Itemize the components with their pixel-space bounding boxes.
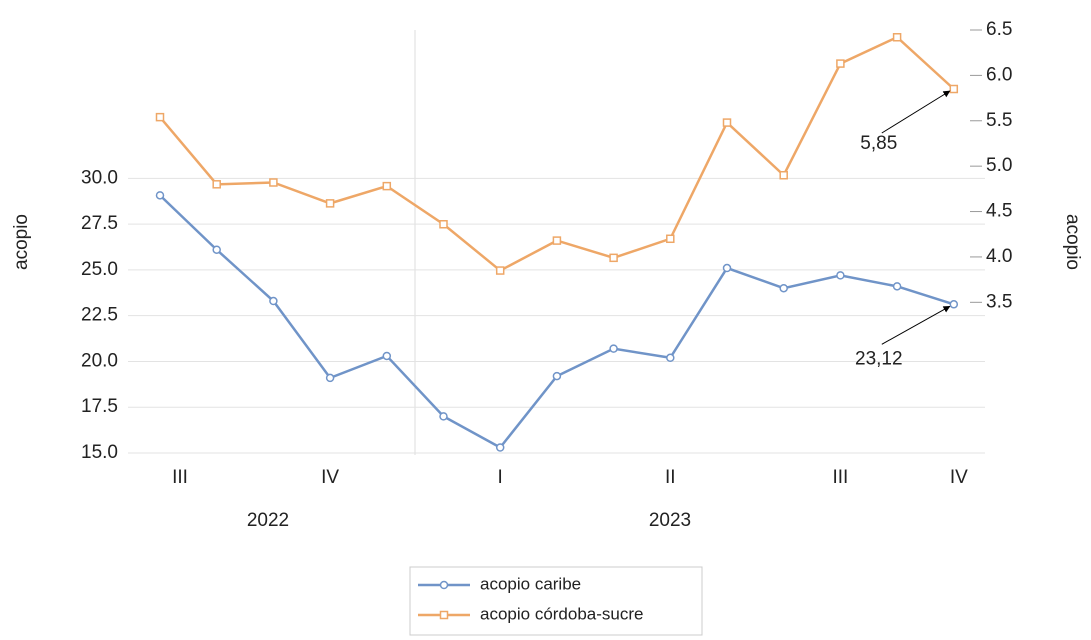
y2-axis-label: acopio [1062,214,1083,270]
marker [836,59,845,68]
y-axis-label: acopio [11,214,32,270]
x-tick-label: III [172,467,188,488]
marker [722,118,732,127]
marker [495,443,505,452]
marker [155,191,165,200]
data-label: 5,85 [860,133,897,154]
y-tick-label: 25.0 [81,259,118,280]
legend-label: acopio caribe [480,574,581,593]
legend-label: acopio córdoba-sucre [480,604,643,623]
legend-marker [439,610,449,620]
marker [949,300,959,309]
data-label: 23,12 [855,348,903,369]
x-tick-label: IV [321,467,339,488]
marker [269,296,278,306]
y2-tick-label: 4.0 [986,246,1012,267]
y-tick-label: 17.5 [81,396,118,417]
annotation-arrow [881,305,951,345]
y2-tick-label: 3.5 [986,291,1012,312]
marker [382,181,392,191]
y-tick-label: 15.0 [81,442,118,463]
y-tick-label: 27.5 [81,213,118,234]
y2-tick-label: 6.5 [986,19,1012,40]
marker [325,199,335,208]
marker [552,236,562,245]
marker [836,271,845,280]
series-line [159,194,955,450]
annotation-arrow [881,90,951,134]
x-tick-label: III [832,467,848,488]
y-tick-label: 20.0 [81,350,118,371]
marker [666,234,675,244]
marker [722,263,732,273]
y-tick-label: 30.0 [81,167,118,188]
series-line [159,35,955,273]
marker [439,412,448,421]
y2-tick-label: 4.5 [986,201,1012,222]
marker [609,253,618,263]
marker [949,84,959,94]
marker [779,170,788,180]
marker [439,220,448,229]
marker [552,371,562,381]
legend [409,566,703,636]
marker [212,180,221,189]
y2-tick-label: 5.5 [986,110,1012,131]
marker [325,373,335,383]
year-label: 2023 [649,510,691,531]
x-tick-label: IV [950,467,968,488]
marker [382,351,392,361]
marker [269,178,278,187]
marker [495,266,505,275]
marker [892,282,902,291]
marker [892,33,902,42]
marker [212,245,221,254]
x-tick-label: II [665,467,676,488]
y-tick-label: 22.5 [81,305,118,326]
year-label: 2022 [247,510,289,531]
x-tick-label: I [498,467,503,488]
marker [666,353,675,363]
y2-tick-label: 6.0 [986,64,1012,85]
y2-tick-label: 5.0 [986,155,1012,176]
marker [609,344,618,353]
marker [779,283,788,293]
legend-marker [439,580,449,590]
marker [155,112,165,122]
